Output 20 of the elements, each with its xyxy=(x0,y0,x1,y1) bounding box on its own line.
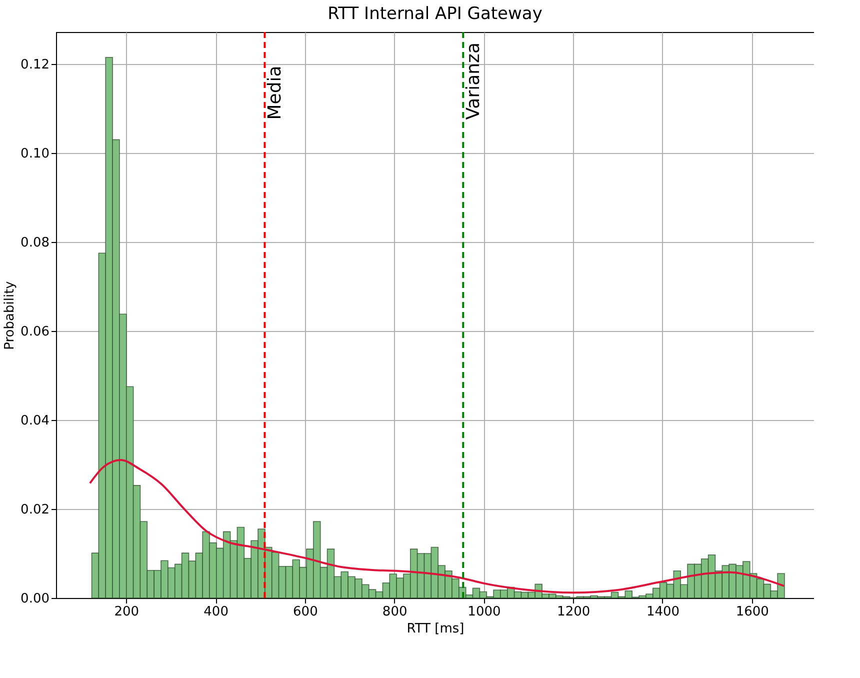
x-tick-label: 1400 xyxy=(646,604,680,620)
x-axis-title: RTT [ms] xyxy=(406,622,464,636)
x-tick-label: 400 xyxy=(204,604,228,620)
ref-line-label: Media xyxy=(264,66,286,120)
x-tick-label: 600 xyxy=(293,604,318,620)
y-tick-label: 0.10 xyxy=(20,146,50,162)
y-tick-label: 0.00 xyxy=(20,592,50,606)
y-tick-label: 0.02 xyxy=(20,502,50,518)
y-tick-label: 0.08 xyxy=(20,236,50,251)
y-axis-title: Probability xyxy=(2,280,18,350)
y-tick-label: 0.04 xyxy=(20,414,50,429)
chart-title: RTT Internal API Gateway xyxy=(328,4,542,24)
x-tick-label: 1200 xyxy=(557,604,590,620)
x-tick-label: 1600 xyxy=(736,604,769,620)
y-tick-label: 0.06 xyxy=(20,324,50,340)
x-tick-label: 200 xyxy=(114,604,140,620)
y-tick-label: 0.12 xyxy=(20,58,50,73)
ref-line-label: Varianza xyxy=(463,42,484,120)
x-tick-label: 1000 xyxy=(468,604,501,620)
x-tick-label: 800 xyxy=(382,604,408,620)
